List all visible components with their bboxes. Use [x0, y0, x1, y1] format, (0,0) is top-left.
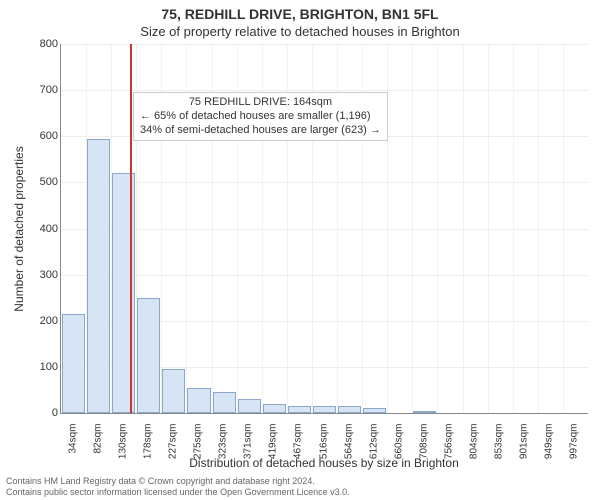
y-tick-label: 500 [22, 176, 58, 188]
x-tick-label: 756sqm [443, 424, 454, 474]
x-tick-label: 178sqm [142, 424, 153, 474]
histogram-bar [413, 411, 436, 413]
x-tick-label: 853sqm [494, 424, 505, 474]
y-tick-label: 400 [22, 223, 58, 235]
annotation-line1: 75 REDHILL DRIVE: 164sqm [140, 96, 381, 110]
footer-line2: Contains public sector information licen… [6, 487, 350, 498]
chart-title-sub: Size of property relative to detached ho… [0, 24, 600, 39]
chart-title-main: 75, REDHILL DRIVE, BRIGHTON, BN1 5FL [0, 6, 600, 22]
histogram-bar [313, 406, 336, 413]
annotation-box: 75 REDHILL DRIVE: 164sqm ← 65% of detach… [133, 92, 388, 141]
grid-horizontal [61, 90, 588, 91]
annotation-line2: ← 65% of detached houses are smaller (1,… [140, 110, 381, 124]
x-tick-label: 419sqm [268, 424, 279, 474]
x-tick-label: 901sqm [519, 424, 530, 474]
grid-horizontal [61, 229, 588, 230]
x-tick-label: 323sqm [218, 424, 229, 474]
histogram-bar [162, 369, 185, 413]
histogram-plot-area: 75 REDHILL DRIVE: 164sqm ← 65% of detach… [60, 44, 588, 414]
histogram-bar [363, 408, 386, 413]
histogram-bar [137, 298, 160, 413]
grid-horizontal [61, 275, 588, 276]
x-tick-label: 467sqm [293, 424, 304, 474]
x-tick-label: 130sqm [117, 424, 128, 474]
histogram-bar [62, 314, 85, 413]
grid-horizontal [61, 44, 588, 45]
x-tick-label: 516sqm [318, 424, 329, 474]
x-tick-label: 949sqm [544, 424, 555, 474]
y-tick-label: 700 [22, 84, 58, 96]
x-tick-label: 660sqm [393, 424, 404, 474]
histogram-bar [263, 404, 286, 413]
x-tick-label: 997sqm [569, 424, 580, 474]
footer-attribution: Contains HM Land Registry data © Crown c… [6, 476, 350, 498]
annotation-line3: 34% of semi-detached houses are larger (… [140, 124, 381, 138]
y-tick-label: 800 [22, 38, 58, 50]
x-tick-label: 564sqm [343, 424, 354, 474]
y-tick-label: 100 [22, 361, 58, 373]
x-tick-label: 804sqm [469, 424, 480, 474]
x-tick-label: 708sqm [418, 424, 429, 474]
y-tick-label: 600 [22, 130, 58, 142]
x-tick-label: 82sqm [92, 424, 103, 474]
histogram-bar [288, 406, 311, 413]
grid-horizontal [61, 182, 588, 183]
histogram-bar [238, 399, 261, 413]
histogram-bar [213, 392, 236, 413]
footer-line1: Contains HM Land Registry data © Crown c… [6, 476, 350, 487]
histogram-bar [87, 139, 110, 413]
y-tick-label: 0 [22, 407, 58, 419]
x-tick-label: 371sqm [243, 424, 254, 474]
x-tick-label: 612sqm [368, 424, 379, 474]
x-tick-label: 227sqm [167, 424, 178, 474]
y-tick-label: 200 [22, 315, 58, 327]
histogram-bar [187, 388, 210, 413]
histogram-bar [338, 406, 361, 413]
x-tick-label: 275sqm [193, 424, 204, 474]
y-tick-label: 300 [22, 269, 58, 281]
x-tick-label: 34sqm [67, 424, 78, 474]
